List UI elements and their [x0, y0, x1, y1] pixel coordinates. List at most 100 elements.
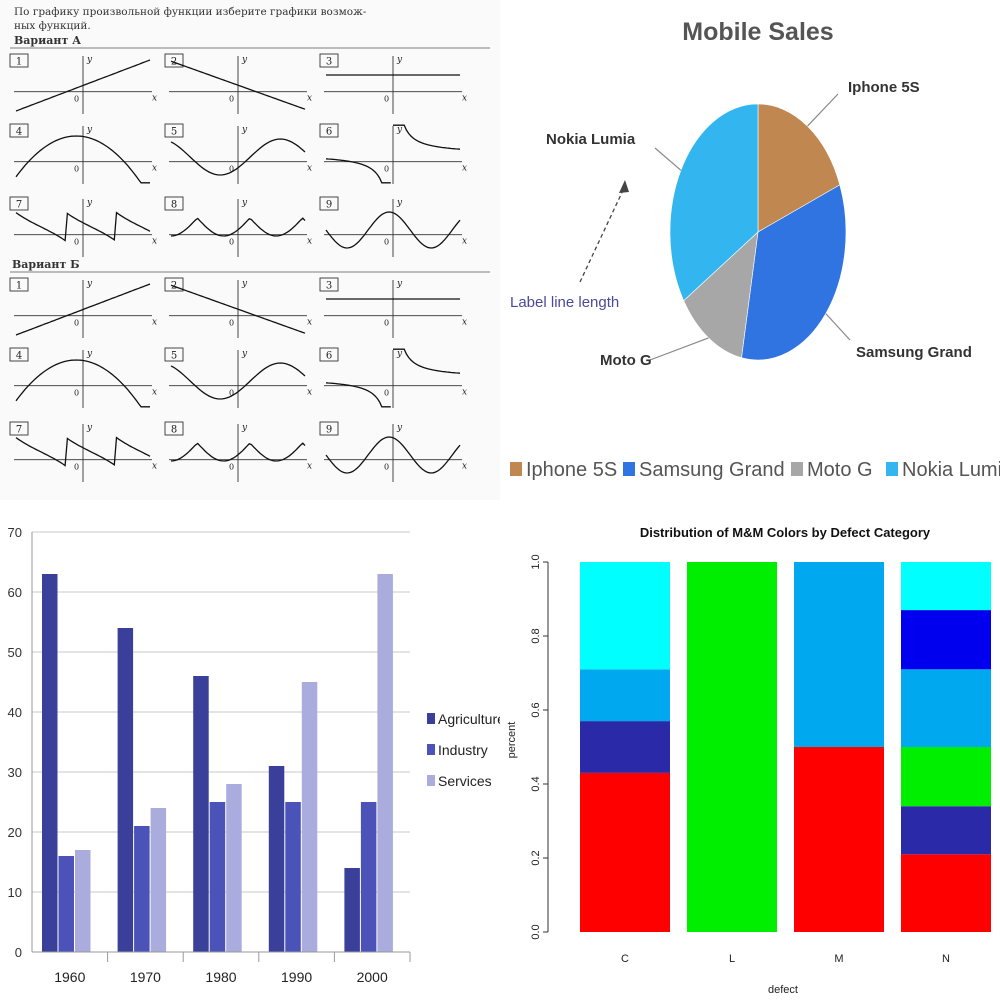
tile-x-label: x: [152, 164, 157, 174]
tile-y-label: y: [396, 349, 403, 359]
tile-y-label: y: [86, 198, 93, 208]
mm-y-axis: 0.0 0.2 0.4 0.6 0.8 1.0: [530, 554, 549, 940]
mm-segment-M-2: [794, 562, 884, 747]
variant-a-label: Вариант А: [14, 34, 81, 47]
tile-function-curve: [170, 362, 306, 400]
tile-origin-label: 0: [384, 463, 389, 472]
mm-x-tick-L: L: [729, 953, 735, 965]
mm-segment-N-4: [901, 669, 991, 747]
variant-b-label: Вариант Б: [12, 258, 80, 271]
mm-y-tick-label: 0.6: [530, 702, 542, 717]
pie-leader-line-moto-g: [649, 337, 709, 361]
tile-origin-label: 0: [229, 389, 234, 398]
tile-origin-label: 0: [229, 165, 234, 174]
tile-y-label: y: [86, 349, 93, 359]
bar-y-tick-label: 40: [8, 705, 22, 720]
bar-legend-swatch-agriculture: [427, 713, 435, 724]
tile-number: 8: [171, 200, 177, 211]
mm-segment-C-4: [580, 562, 670, 670]
bar-legend-label-services: Services: [438, 773, 492, 789]
tile-x-label: x: [152, 318, 157, 328]
tile-origin-label: 0: [229, 238, 234, 247]
mm-segment-C-3: [580, 669, 670, 722]
legend-label-samsung-grand: Samsung Grand: [639, 459, 785, 481]
mm-segment-N-2: [901, 806, 991, 855]
tile-x-label: x: [152, 388, 157, 398]
bar-y-tick-label: 10: [8, 885, 22, 900]
mm-defect-chart-panel: Distribution of M&M Colors by Defect Cat…: [500, 500, 1000, 1000]
mm-x-axis-label: defect: [768, 984, 798, 996]
tile-y-label: y: [241, 198, 248, 208]
tile-number: 8: [171, 425, 177, 436]
bar-agriculture-1960: [42, 574, 58, 952]
tile-x-label: x: [152, 94, 157, 104]
tile-number: 4: [16, 351, 22, 362]
legend-swatch-nokia-lumia: [886, 462, 898, 476]
pie-leader-line-iphone-5s: [807, 93, 839, 127]
worksheet-header-line-1: По графику произвольной функции изберите…: [14, 6, 367, 18]
tile-x-label: x: [152, 237, 157, 247]
pie-slice-samsung-grand: [741, 184, 847, 361]
tile-function-curve: [325, 124, 461, 184]
bar-agriculture-1990: [268, 766, 285, 952]
bar-x-tick-1970: 1970: [130, 969, 161, 985]
bar-industry-1990: [285, 802, 301, 952]
pie-slice-moto-g: [683, 231, 759, 359]
pie-label-samsung-grand: Samsung Grand: [856, 344, 972, 361]
tile-number: 7: [16, 200, 22, 211]
tile-function-curve: [325, 348, 461, 408]
graph-tile-a-6: 6 x y 0: [319, 123, 467, 184]
bar-legend-swatch-services: [427, 775, 435, 786]
tile-origin-label: 0: [384, 165, 389, 174]
bar-y-tick-label: 30: [8, 765, 22, 780]
tile-x-label: x: [462, 94, 467, 104]
tile-origin-label: 0: [74, 165, 79, 174]
tile-x-label: x: [462, 318, 467, 328]
graph-tile-a-1: 1 x y 0: [9, 53, 157, 114]
tile-x-label: x: [307, 318, 312, 328]
tile-x-label: x: [462, 388, 467, 398]
pie-label-iphone-5s: Iphone 5S: [848, 79, 920, 96]
tile-y-label: y: [241, 125, 248, 135]
tile-y-label: y: [241, 55, 248, 65]
graph-tile-b-5: 5 x y 0: [164, 347, 312, 408]
tile-number: 3: [326, 57, 332, 68]
tile-x-label: x: [152, 462, 157, 472]
tile-y-label: y: [86, 55, 93, 65]
worksheet-header-line-2: ных функций.: [14, 20, 91, 32]
mm-segment-C-1: [580, 772, 670, 932]
annotation-arrow-head: [619, 180, 629, 193]
tile-function-curve: [15, 359, 150, 408]
tile-function-curve: [325, 211, 461, 249]
tile-origin-label: 0: [229, 463, 234, 472]
tile-function-curve: [170, 284, 306, 334]
mm-stacked-bar-chart: Distribution of M&M Colors by Defect Cat…: [506, 525, 991, 996]
tile-number: 6: [326, 351, 332, 362]
sector-bar-chart: 0 10 20 30 40 50 60 70 1960 1970 1980 1990 2000 Agr…: [8, 525, 500, 985]
bar-y-tick-label: 70: [8, 525, 22, 540]
tile-function-curve: [170, 442, 306, 462]
pie-slice-nokia-lumia: [669, 103, 759, 302]
tile-function-curve: [15, 283, 151, 336]
tile-origin-label: 0: [229, 95, 234, 104]
mm-y-tick-label: 0.2: [530, 850, 542, 865]
mm-y-axis-label: percent: [506, 722, 518, 759]
graph-tile-b-3: 3 x y 0: [319, 277, 467, 338]
pie-leader-line-nokia-lumia: [654, 147, 682, 171]
bar-y-tick-label: 20: [8, 825, 22, 840]
tile-y-label: y: [396, 279, 403, 289]
bar-industry-1980: [209, 802, 226, 952]
tile-x-label: x: [307, 462, 312, 472]
mm-y-tick-label: 0.0: [530, 924, 542, 939]
pie-slices: [669, 103, 847, 361]
bar-legend: Agriculture Industry Services: [427, 711, 500, 789]
tile-number: 7: [16, 425, 22, 436]
annotation-arrow: [579, 185, 626, 283]
bar-legend-label-industry: Industry: [438, 742, 488, 758]
tile-y-label: y: [396, 198, 403, 208]
tile-y-label: y: [86, 125, 93, 135]
tile-y-label: y: [396, 125, 403, 135]
